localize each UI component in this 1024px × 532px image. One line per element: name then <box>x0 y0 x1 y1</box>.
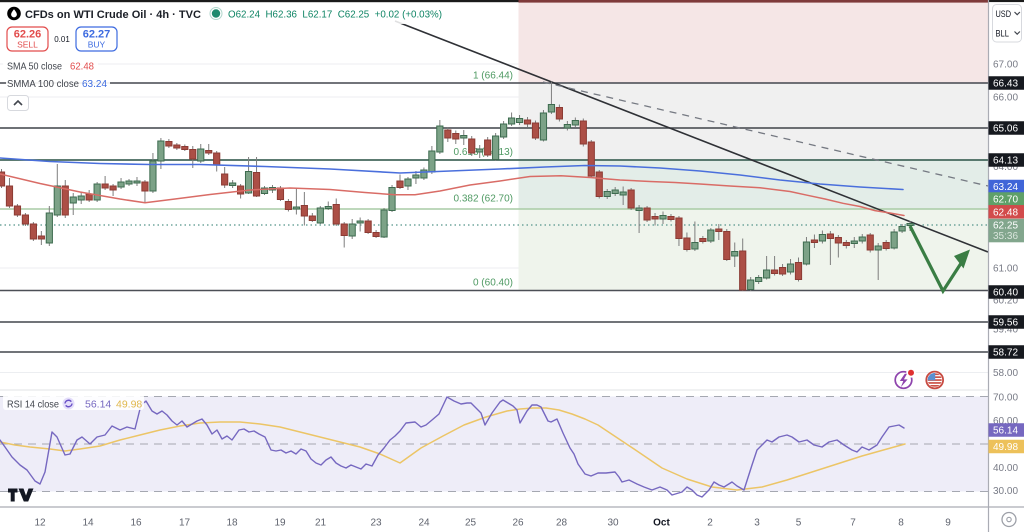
svg-text:14: 14 <box>82 518 94 529</box>
svg-text:62.48: 62.48 <box>70 61 94 73</box>
svg-text:0 (60.40): 0 (60.40) <box>473 278 513 289</box>
svg-text:USD: USD <box>996 9 1012 19</box>
svg-text:40.00: 40.00 <box>993 463 1018 474</box>
svg-text:O62.24 H62.36 L62.17 C62.25: O62.24 H62.36 L62.17 C62.25 +0.02 (+0.03… <box>228 10 442 21</box>
svg-text:30: 30 <box>607 518 619 529</box>
svg-text:9: 9 <box>945 518 951 529</box>
svg-text:63.24: 63.24 <box>82 78 107 90</box>
svg-text:59.40: 59.40 <box>993 325 1018 336</box>
svg-text:56.14: 56.14 <box>85 399 111 411</box>
svg-text:63.24: 63.24 <box>993 182 1018 193</box>
svg-text:28: 28 <box>556 518 568 529</box>
svg-text:RSI 14 close: RSI 14 close <box>7 400 59 411</box>
svg-text:SMA 50 close: SMA 50 close <box>7 61 62 73</box>
svg-text:62.70: 62.70 <box>993 195 1018 206</box>
svg-text:1 (66.44): 1 (66.44) <box>473 71 513 82</box>
svg-text:62.48: 62.48 <box>993 207 1018 218</box>
svg-text:26: 26 <box>512 518 524 529</box>
svg-text:58.72: 58.72 <box>993 348 1018 359</box>
svg-text:70.00: 70.00 <box>993 393 1018 404</box>
svg-text:23: 23 <box>370 518 382 529</box>
svg-text:62.27: 62.27 <box>83 29 111 41</box>
svg-text:60.20: 60.20 <box>993 296 1018 307</box>
svg-text:61.00: 61.00 <box>993 264 1018 275</box>
svg-text:25: 25 <box>465 518 477 529</box>
svg-text:62.26: 62.26 <box>14 29 42 41</box>
svg-text:21: 21 <box>315 518 327 529</box>
svg-text:19: 19 <box>274 518 286 529</box>
svg-text:3: 3 <box>754 518 760 529</box>
svg-text:16: 16 <box>130 518 142 529</box>
svg-text:7: 7 <box>850 518 856 529</box>
svg-text:30.00: 30.00 <box>993 486 1018 497</box>
svg-text:24: 24 <box>418 518 430 529</box>
svg-text:0.382 (62.70): 0.382 (62.70) <box>454 194 514 205</box>
svg-text:49.98: 49.98 <box>116 399 142 411</box>
svg-text:SELL: SELL <box>17 40 38 50</box>
svg-text:Oct: Oct <box>653 518 670 529</box>
svg-text:60.00: 60.00 <box>993 416 1018 427</box>
svg-text:64.00: 64.00 <box>993 162 1018 173</box>
svg-text:12: 12 <box>34 518 46 529</box>
svg-text:18: 18 <box>226 518 238 529</box>
svg-text:BLL: BLL <box>996 29 1010 39</box>
svg-text:67.00: 67.00 <box>993 60 1018 71</box>
svg-text:66.43: 66.43 <box>993 79 1018 90</box>
svg-text:58.00: 58.00 <box>993 368 1018 379</box>
svg-text:56.14: 56.14 <box>993 426 1018 437</box>
svg-text:5: 5 <box>796 518 802 529</box>
svg-text:62.25: 62.25 <box>993 221 1018 232</box>
svg-text:60.40: 60.40 <box>993 288 1018 299</box>
svg-text:35:36: 35:36 <box>993 231 1018 242</box>
svg-text:BUY: BUY <box>88 40 106 50</box>
svg-text:17: 17 <box>179 518 191 529</box>
svg-text:49.98: 49.98 <box>993 442 1018 453</box>
svg-text:64.13: 64.13 <box>993 156 1018 167</box>
svg-text:65.06: 65.06 <box>993 124 1018 135</box>
svg-text:0.01: 0.01 <box>54 35 70 44</box>
svg-text:2: 2 <box>707 518 713 529</box>
svg-text:SMMA 100 close: SMMA 100 close <box>7 78 79 90</box>
svg-text:8: 8 <box>898 518 904 529</box>
svg-text:66.00: 66.00 <box>993 93 1018 104</box>
svg-text:CFDs on WTI Crude Oil · 4h · T: CFDs on WTI Crude Oil · 4h · TVC <box>25 9 201 21</box>
svg-text:59.56: 59.56 <box>993 318 1018 329</box>
